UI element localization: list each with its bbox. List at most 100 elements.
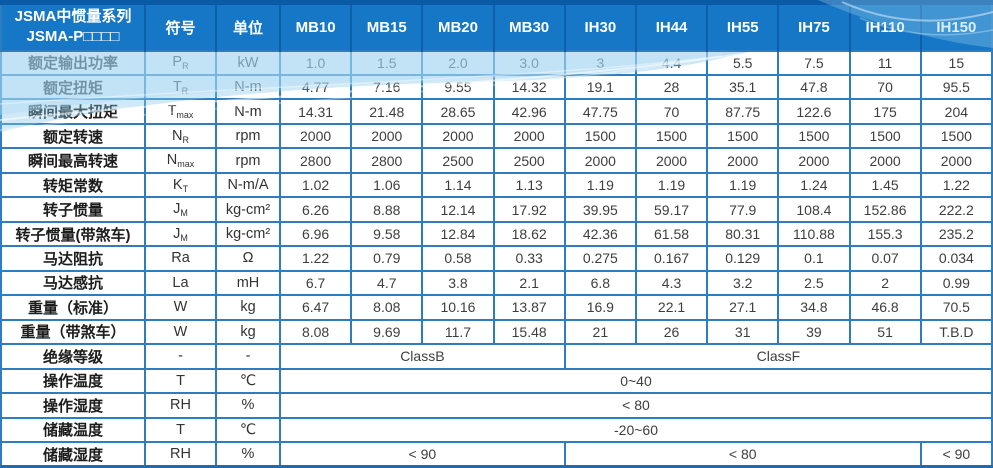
spec-cell: 1.06 bbox=[350, 171, 424, 199]
spec-cell: 77.9 bbox=[706, 196, 780, 223]
row-label: 转矩常数 bbox=[0, 171, 146, 199]
spec-cell: 21.48 bbox=[350, 98, 424, 125]
row-label: 瞬间最高转速 bbox=[0, 147, 146, 174]
row-symbol: NR bbox=[144, 122, 217, 150]
spec-cell: 0.129 bbox=[706, 245, 780, 272]
table-row: 瞬间最高转速 Nmax rpm 2800 2800 2500 2500 2000 2000 200… bbox=[0, 147, 993, 174]
row-label: 马达感抗 bbox=[0, 269, 146, 297]
row-label: 储藏湿度 bbox=[0, 441, 146, 468]
spec-cell: 1.14 bbox=[421, 171, 495, 199]
spec-cell: 26 bbox=[634, 318, 709, 346]
spec-cell: 1500 bbox=[777, 122, 851, 150]
spec-cell: 8.08 bbox=[350, 294, 424, 321]
spec-cell: 12.84 bbox=[421, 220, 495, 248]
spec-cell: 3.2 bbox=[706, 269, 780, 297]
spec-cell: 0.99 bbox=[919, 269, 993, 297]
spec-cell: 7.16 bbox=[350, 73, 424, 101]
spec-cell: 4.3 bbox=[634, 269, 709, 297]
model-header-mb10: MB10 bbox=[278, 2, 352, 51]
row-label: 操作湿度 bbox=[0, 392, 146, 419]
row-unit: % bbox=[215, 441, 281, 468]
spec-cell: 95.5 bbox=[919, 73, 993, 101]
spec-cell: 47.75 bbox=[563, 98, 637, 125]
spec-cell: 0.1 bbox=[777, 245, 851, 272]
spec-cell: 0.034 bbox=[919, 245, 993, 272]
table-row: 绝缘等级 - - ClassB ClassF bbox=[0, 343, 993, 370]
spec-cell: 51 bbox=[848, 318, 922, 346]
spec-cell: < 80 bbox=[279, 392, 993, 419]
spec-cell: 13.87 bbox=[492, 294, 566, 321]
spec-cell: < 90 bbox=[279, 441, 566, 468]
row-symbol: T bbox=[144, 416, 217, 444]
spec-cell: 1500 bbox=[634, 122, 709, 150]
spec-cell: 2000 bbox=[350, 122, 424, 150]
row-symbol: RH bbox=[144, 441, 217, 468]
row-label: 储藏温度 bbox=[0, 416, 146, 444]
spec-cell: 10.16 bbox=[421, 294, 495, 321]
row-unit: ℃ bbox=[215, 416, 281, 444]
spec-cell: 110.88 bbox=[777, 220, 851, 248]
row-unit: kW bbox=[215, 49, 281, 76]
spec-cell: 2800 bbox=[350, 147, 424, 174]
spec-cell: 1500 bbox=[563, 122, 637, 150]
table-row: 储藏湿度 RH% < 90 < 80 < 90 bbox=[0, 441, 993, 468]
spec-cell: 16.9 bbox=[563, 294, 637, 321]
row-label: 马达阻抗 bbox=[0, 245, 146, 272]
row-symbol: Nmax bbox=[144, 147, 217, 174]
model-header-ih75: IH75 bbox=[777, 2, 850, 51]
spec-cell: ClassB bbox=[279, 343, 566, 370]
table-row: 额定转速 NR rpm 2000 2000 2000 2000 1500 1500 1500 150… bbox=[0, 122, 993, 150]
spec-cell: -20~60 bbox=[279, 416, 993, 444]
spec-cell: 0.58 bbox=[421, 245, 495, 272]
table-row: 操作温度 T ℃ 0~40 bbox=[0, 367, 993, 395]
row-symbol: JM bbox=[144, 220, 217, 248]
spec-cell: 0.33 bbox=[492, 245, 566, 272]
symbol-column-header: 符号 bbox=[144, 2, 216, 51]
spec-cell: 0~40 bbox=[279, 367, 993, 395]
table-row: 额定扭矩 TR N-m 4.77 7.16 9.55 14.32 19.1 28 35.1 47.8… bbox=[0, 73, 993, 101]
spec-cell: 4.4 bbox=[634, 49, 709, 76]
table-row: 操作湿度 RH% < 80 bbox=[0, 392, 993, 419]
spec-cell: 1.19 bbox=[634, 171, 709, 199]
spec-cell: 12.14 bbox=[421, 196, 495, 223]
spec-cell: 4.77 bbox=[278, 73, 353, 101]
row-unit: kg bbox=[215, 294, 281, 321]
spec-cell: 9.58 bbox=[350, 220, 424, 248]
spec-cell: 28 bbox=[634, 73, 709, 101]
model-header-mb20: MB20 bbox=[421, 2, 494, 51]
spec-cell: 2000 bbox=[634, 147, 709, 174]
spec-cell: 9.55 bbox=[421, 73, 495, 101]
spec-cell: 34.8 bbox=[777, 294, 851, 321]
spec-cell: 6.47 bbox=[278, 294, 353, 321]
row-label: 操作温度 bbox=[0, 367, 146, 395]
spec-cell: 17.92 bbox=[492, 196, 566, 223]
spec-cell: 1.5 bbox=[350, 49, 424, 76]
spec-cell: 8.08 bbox=[278, 318, 353, 346]
spec-cell: 2000 bbox=[421, 122, 495, 150]
row-label: 重量（带煞车） bbox=[0, 318, 146, 346]
spec-cell: 6.96 bbox=[278, 220, 353, 248]
row-unit: mH bbox=[215, 269, 281, 297]
row-unit: - bbox=[215, 343, 281, 370]
spec-cell: 1.19 bbox=[706, 171, 780, 199]
spec-cell: 1.24 bbox=[777, 171, 851, 199]
series-title-line2: JSMA-P□□□□ bbox=[26, 28, 120, 46]
table-row: 储藏温度 T ℃ -20~60 bbox=[0, 416, 993, 444]
model-header-ih150: IH150 bbox=[919, 2, 992, 51]
spec-cell: 87.75 bbox=[706, 98, 780, 125]
spec-cell: 59.17 bbox=[634, 196, 709, 223]
table-row: 转子惯量 JM kg-cm² 6.26 8.88 12.14 17.92 39.95 59.17… bbox=[0, 196, 993, 223]
spec-cell: 204 bbox=[919, 98, 993, 125]
row-unit: kg bbox=[215, 318, 281, 346]
row-symbol: JM bbox=[144, 196, 217, 223]
spec-cell: 70 bbox=[848, 73, 922, 101]
header-row: JSMA中惯量系列 JSMA-P□□□□ 符号 单位 MB10 MB15 MB20 M… bbox=[1, 2, 992, 51]
spec-cell: 70 bbox=[634, 98, 709, 125]
series-title-line1: JSMA中惯量系列 bbox=[14, 8, 132, 25]
spec-cell: 2000 bbox=[563, 147, 637, 174]
spec-cell: 1.22 bbox=[919, 171, 993, 199]
spec-cell: T.B.D bbox=[919, 318, 993, 346]
spec-cell: 6.26 bbox=[278, 196, 353, 223]
